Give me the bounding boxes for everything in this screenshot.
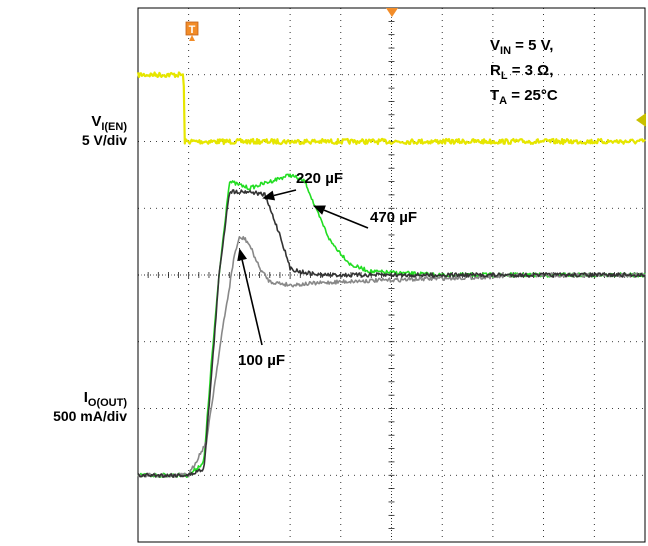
- channel-2-name: IO(OUT): [84, 389, 128, 409]
- label-220uf: 220 µF: [296, 170, 343, 187]
- channel1-level-marker: [636, 113, 646, 127]
- channel-1-scale: 5 V/div: [82, 132, 127, 148]
- traces: [136, 71, 646, 478]
- arrow-100uf-head: [237, 248, 247, 262]
- series-100-f-line: [137, 235, 646, 478]
- arrow-470uf-shaft: [323, 209, 369, 229]
- trigger-marker: T: [185, 21, 199, 41]
- condition-ta: TA = 25°C: [490, 87, 558, 107]
- conditions-block: VIN = 5 V, RL = 3 Ω, TA = 25°C: [490, 37, 558, 107]
- channel-2-label: IO(OUT) 500 mA/div: [53, 389, 127, 424]
- arrow-470uf-head: [312, 205, 326, 215]
- trigger-marker-label: T: [189, 24, 196, 36]
- label-100uf: 100 µF: [238, 352, 285, 369]
- condition-vin: VIN = 5 V,: [490, 37, 553, 57]
- condition-rl: RL = 3 Ω,: [490, 62, 553, 82]
- top-position-marker: [386, 8, 398, 17]
- annotation-arrows: [237, 189, 369, 346]
- series-220-f-line: [137, 189, 646, 478]
- graticule: [137, 7, 646, 543]
- channel-2-scale: 500 mA/div: [53, 408, 127, 424]
- channel-1-label: VI(EN) 5 V/div: [82, 113, 127, 148]
- label-470uf: 470 µF: [370, 209, 417, 226]
- series-v-i-en--line: [136, 71, 646, 146]
- arrow-220uf-shaft: [273, 189, 297, 197]
- arrow-220uf-head: [262, 190, 276, 201]
- arrow-100uf-shaft: [241, 259, 263, 346]
- channel-1-name: VI(EN): [91, 113, 127, 133]
